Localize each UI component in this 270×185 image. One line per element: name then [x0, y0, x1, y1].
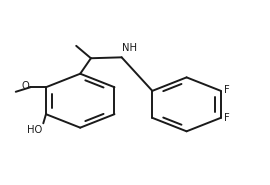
Text: NH: NH — [122, 43, 137, 53]
Text: O: O — [21, 81, 29, 91]
Text: HO: HO — [27, 125, 42, 135]
Text: F: F — [224, 113, 230, 123]
Text: F: F — [224, 85, 230, 95]
